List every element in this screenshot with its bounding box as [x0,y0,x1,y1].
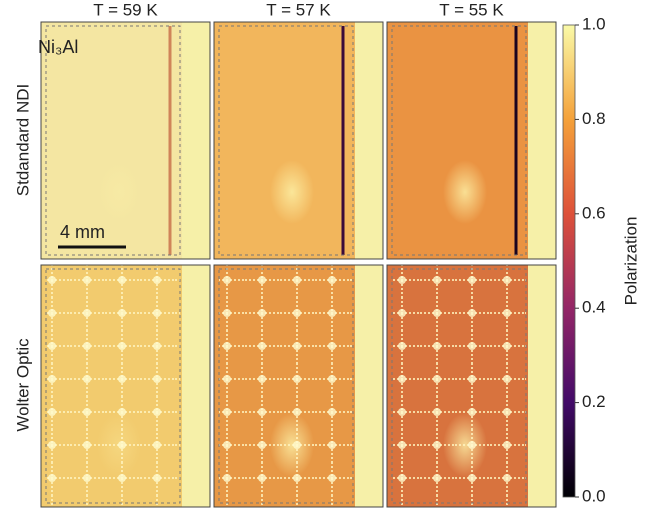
bright-spot [97,160,141,224]
colorbar-tick-label: 0.4 [582,298,606,317]
row-label: Stdandard NDI [13,84,32,196]
colorbar [562,24,576,498]
edge-strip [182,265,210,507]
bright-spot [270,160,314,224]
colorbar-tick-label: 1.0 [582,14,606,33]
roi-outline [218,268,354,504]
panel-border [213,264,384,508]
edge-strip [355,265,383,507]
sample-label: Ni₃Al [38,37,78,57]
colorbar-tick-label: 0.2 [582,392,606,411]
panel-border [386,21,557,260]
roi-outline [391,268,527,504]
grid-overlay [392,265,526,507]
colorbar-label: Polarization [621,217,640,306]
grid-overlay [219,265,353,507]
bright-spot [443,160,487,224]
grid-overlay [46,265,180,507]
panel-border [213,21,384,260]
panel-border [386,264,557,508]
colorbar-tick-label: 0.6 [582,203,606,222]
colorbar-tick-label: 0.0 [582,486,606,505]
roi-outline [391,25,527,256]
edge-strip [355,22,383,259]
column-title: T = 55 K [439,0,504,19]
roi-outline [218,25,354,256]
panel-border [40,21,211,260]
roi-outline [45,25,181,256]
colorbar-tick-label: 0.8 [582,109,606,128]
column-title: T = 59 K [93,0,158,19]
roi-outline [45,268,181,504]
edge-strip [528,22,556,259]
column-title: T = 57 K [266,0,331,19]
edge-strip [182,22,210,259]
scale-bar-label: 4 mm [60,222,105,242]
panels [40,21,557,508]
edge-strip [528,265,556,507]
panel-border [40,264,211,508]
row-label: Wolter Optic [13,338,32,432]
